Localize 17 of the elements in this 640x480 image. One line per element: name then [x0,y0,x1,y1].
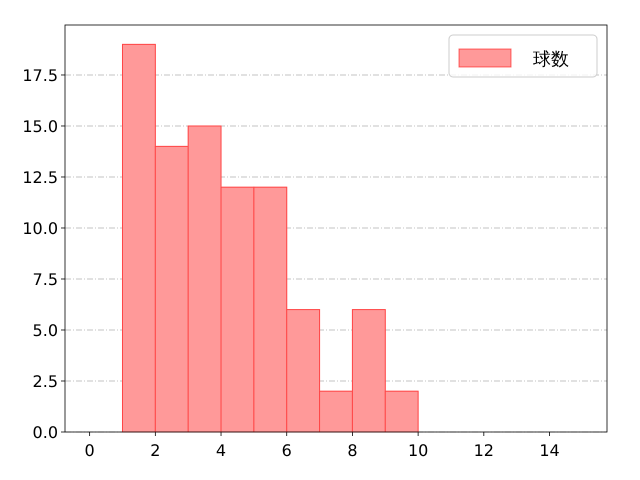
x-tick-label: 6 [282,441,292,460]
y-tick-label: 17.5 [22,66,58,85]
y-tick-label: 0.0 [32,423,58,442]
x-tick-label: 4 [216,441,226,460]
y-tick-label: 5.0 [32,320,58,340]
x-tick-label: 2 [150,441,160,460]
x-tick-label: 0 [84,441,95,460]
x-tick-label: 10 [408,441,428,460]
legend-label: 球数 [533,49,569,70]
x-tick-label: 14 [539,441,560,460]
y-tick-label: 7.5 [32,270,58,289]
y-tick-label: 12.5 [22,168,58,187]
y-tick-label: 2.5 [32,372,58,391]
x-tick-label: 12 [474,441,494,460]
x-tick-label: 8 [347,441,358,460]
y-tick-label: 15.0 [22,116,58,136]
y-tick-label: 10.0 [22,218,58,238]
